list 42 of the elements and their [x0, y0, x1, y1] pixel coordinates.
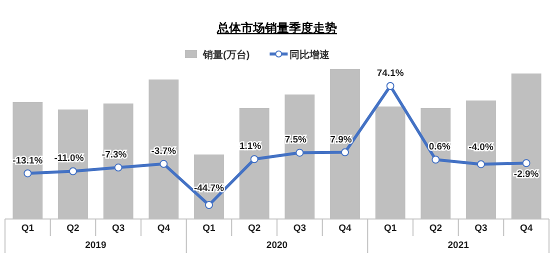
- x-tick-label: Q4: [338, 223, 352, 234]
- text: 2019: [85, 240, 106, 251]
- data-label: 7.5%: [284, 134, 308, 146]
- data-label: 0.6%: [428, 142, 452, 153]
- point: [24, 169, 32, 178]
- data-label: -7.3%: [102, 150, 128, 161]
- x-tick-label: Q4: [157, 223, 171, 234]
- text: 2021: [448, 240, 470, 251]
- data-label: -2.9%: [514, 169, 540, 180]
- data-label: -4.0%: [468, 142, 494, 154]
- data-label: -13.1%: [12, 155, 44, 166]
- point: [432, 156, 440, 164]
- data-label: -3.7%: [151, 146, 177, 157]
- data-label: 74.1%: [376, 68, 404, 79]
- x-tick-label: Q4: [520, 223, 534, 234]
- point: [522, 159, 530, 168]
- x-tick-label: Q1: [21, 223, 35, 234]
- legend-label: 销量(万台): [202, 49, 250, 61]
- point: [386, 82, 394, 90]
- point: [205, 201, 213, 209]
- x-tick-label: Q1: [384, 223, 398, 234]
- x-tick-label: Q2: [66, 223, 80, 234]
- text: 2020: [266, 240, 288, 251]
- x-tick-label: Q2: [248, 223, 261, 234]
- x-tick-label: Q1: [202, 223, 216, 234]
- x-tick-label: Q3: [293, 223, 306, 234]
- chart-title: 总体市场销量季度走势: [216, 21, 337, 35]
- x-tick-label: Q3: [474, 223, 488, 234]
- point: [160, 160, 168, 168]
- point: [477, 160, 485, 168]
- point: [296, 148, 304, 157]
- legend-label: 同比增速: [290, 49, 331, 61]
- point: [341, 148, 349, 156]
- data-label: -44.7%: [194, 183, 225, 194]
- point: [250, 155, 258, 164]
- x-tick-label: Q3: [112, 223, 125, 234]
- point: [114, 164, 122, 172]
- point: [69, 167, 77, 176]
- data-label: -11.0%: [54, 153, 84, 164]
- data-label: 1.1%: [240, 141, 262, 152]
- x-tick-label: Q2: [429, 223, 442, 234]
- data-label: 7.9%: [330, 134, 352, 146]
